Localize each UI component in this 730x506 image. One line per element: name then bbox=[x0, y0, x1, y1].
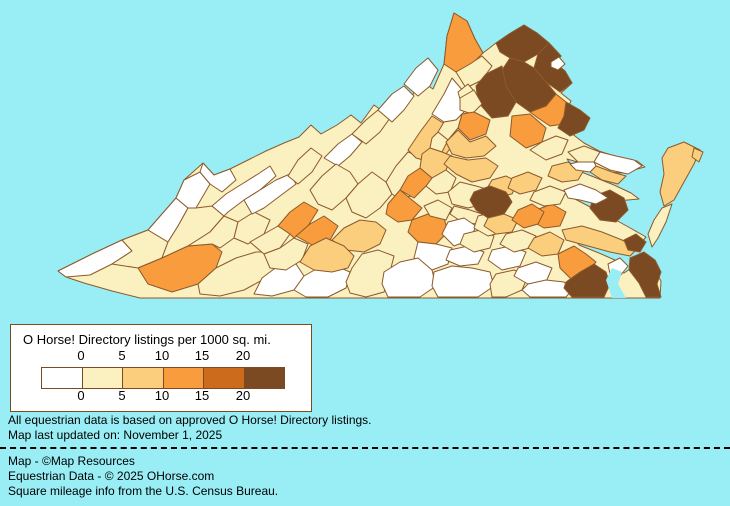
water-channel-elizabeth-river bbox=[606, 268, 626, 298]
county-orange bbox=[445, 129, 497, 159]
map-legend: O Horse! Directory listings per 1000 sq.… bbox=[10, 324, 312, 412]
county-chesterfield bbox=[511, 203, 545, 229]
county-king-george bbox=[557, 101, 591, 137]
county-virginia-beach bbox=[628, 251, 662, 298]
county-richmond bbox=[569, 161, 597, 173]
legend-tick-top-5: 5 bbox=[118, 348, 126, 363]
county-louisa bbox=[443, 155, 499, 183]
county-accomack bbox=[659, 141, 701, 207]
county-wythe bbox=[233, 211, 271, 245]
legend-tick-bottom-10: 10 bbox=[154, 388, 170, 403]
note-last-updated: Map last updated on: November 1, 2025 bbox=[8, 428, 223, 442]
dashed-separator bbox=[0, 447, 730, 449]
county-amherst bbox=[385, 189, 423, 223]
county-giles bbox=[287, 147, 323, 185]
legend-tick-top-10: 10 bbox=[154, 348, 170, 363]
county-caroline bbox=[529, 135, 569, 161]
county-hampton bbox=[623, 233, 647, 253]
county-northumberland bbox=[593, 151, 643, 175]
county-montgomery bbox=[277, 201, 319, 239]
legend-swatch-white bbox=[42, 368, 83, 388]
county-bath bbox=[377, 85, 415, 123]
county-floyd bbox=[263, 237, 309, 271]
county-appomattox bbox=[423, 199, 453, 221]
county-bedford bbox=[331, 219, 387, 253]
credit-square-mileage: Square mileage info from the U.S. Census… bbox=[8, 484, 279, 498]
county-arlington bbox=[550, 56, 566, 71]
credit-equestrian-data: Equestrian Data - © 2025 OHorse.com bbox=[8, 469, 215, 483]
county-washington bbox=[137, 243, 223, 293]
county-powhatan bbox=[483, 213, 519, 235]
county-rappahannock bbox=[459, 89, 483, 115]
county-king-william bbox=[529, 185, 567, 207]
county-bland bbox=[243, 173, 297, 215]
legend-color-scale bbox=[41, 367, 285, 389]
legend-swatch-orange bbox=[163, 368, 204, 388]
county-nelson bbox=[399, 167, 433, 199]
legend-tick-bottom-0: 0 bbox=[77, 388, 85, 403]
county-franklin bbox=[299, 237, 355, 273]
county-chincoteague-island bbox=[691, 147, 704, 163]
legend-tick-bottom-20: 20 bbox=[235, 388, 251, 403]
legend-tick-top-20: 20 bbox=[235, 348, 251, 363]
legend-swatch-lightorange bbox=[123, 368, 164, 388]
legend-tick-top-15: 15 bbox=[194, 348, 210, 363]
legend-tick-bottom-5: 5 bbox=[118, 388, 126, 403]
county-hanover bbox=[507, 171, 543, 195]
credit-map: Map - ©Map Resources bbox=[8, 454, 135, 468]
county-king-and-queen bbox=[563, 183, 609, 205]
legend-title: O Horse! Directory listings per 1000 sq.… bbox=[23, 332, 271, 347]
note-data-source: All equestrian data is based on approved… bbox=[8, 413, 372, 427]
legend-tick-top-0: 0 bbox=[77, 348, 85, 363]
county-fauquier bbox=[475, 65, 517, 119]
legend-swatch-darkbrown bbox=[244, 368, 284, 388]
county-northampton bbox=[647, 203, 673, 248]
county-tazewell bbox=[211, 165, 277, 217]
county-buchanan bbox=[199, 162, 237, 193]
county-mecklenburg bbox=[431, 265, 495, 298]
legend-swatch-cream bbox=[82, 368, 123, 388]
county-highland bbox=[403, 57, 439, 97]
county-peninsula-strip bbox=[561, 225, 639, 257]
legend-tick-bottom-15: 15 bbox=[194, 388, 210, 403]
legend-swatch-darkorange bbox=[204, 368, 245, 388]
